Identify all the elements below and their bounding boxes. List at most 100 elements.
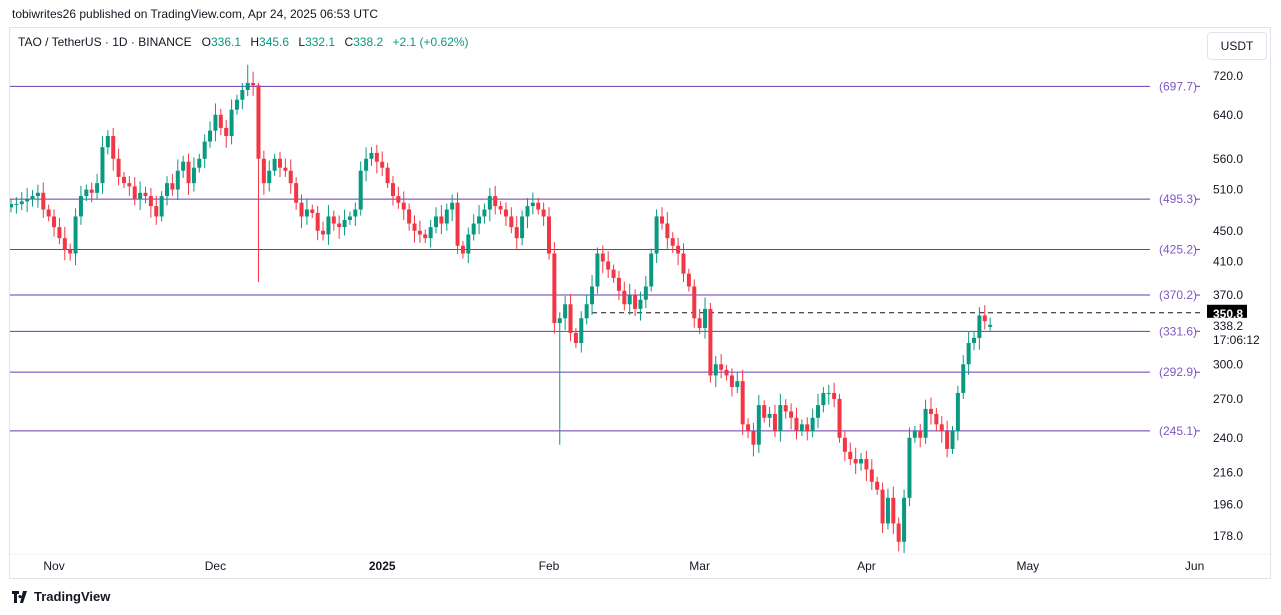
candle <box>783 399 788 419</box>
candle-body <box>794 417 799 431</box>
candle <box>708 302 713 383</box>
candle <box>853 447 858 475</box>
candle <box>19 192 24 211</box>
candle-body <box>288 170 293 184</box>
candle-body <box>482 209 487 217</box>
candle-body <box>584 304 589 319</box>
candle-body <box>213 114 218 131</box>
candle-body <box>869 469 874 482</box>
candle <box>466 227 471 263</box>
candle <box>288 159 293 194</box>
candle-body <box>703 308 708 328</box>
candle <box>434 207 439 234</box>
candle-body <box>659 216 664 224</box>
candle <box>928 397 933 425</box>
candle <box>756 394 761 454</box>
candle-body <box>853 459 858 464</box>
candle <box>154 195 159 225</box>
candle <box>455 192 460 255</box>
change-value: +2.1 (+0.62%) <box>392 35 469 49</box>
candle-body <box>337 223 342 228</box>
x-tick-label: 2025 <box>369 559 396 573</box>
candle-body <box>880 489 885 524</box>
candle-body <box>988 324 993 327</box>
candle <box>450 194 455 222</box>
candle-body <box>374 152 379 162</box>
candle <box>30 190 35 207</box>
candle <box>659 207 664 230</box>
candle <box>934 407 939 432</box>
candle <box>143 186 148 204</box>
candle-body <box>197 158 202 168</box>
candle-body <box>14 204 19 206</box>
candle <box>595 247 600 294</box>
y-tick-label: 300.0 <box>1213 357 1243 371</box>
candle <box>584 295 589 325</box>
symbol-name[interactable]: TAO / TetherUS · 1D · BINANCE <box>18 35 192 49</box>
candle <box>842 430 847 462</box>
candle <box>439 205 444 235</box>
candle <box>57 217 62 245</box>
candle-body <box>708 308 713 376</box>
candle-body <box>434 216 439 228</box>
dashed-level-tag-label: 350.8 <box>1213 307 1243 321</box>
candle-body <box>460 245 465 254</box>
candle <box>713 356 718 388</box>
candle-body <box>159 196 164 217</box>
candle <box>14 197 19 214</box>
candle <box>385 162 390 189</box>
candle <box>390 176 395 206</box>
candle-body <box>514 227 519 239</box>
candle <box>514 215 519 249</box>
candle-body <box>428 227 433 239</box>
candle <box>493 185 498 215</box>
candle <box>832 382 837 408</box>
candle-body <box>955 392 960 431</box>
candle <box>89 182 94 203</box>
candle-body <box>616 277 621 291</box>
candle <box>73 208 78 266</box>
candle <box>955 385 960 441</box>
candle <box>622 281 627 311</box>
candle <box>272 153 277 176</box>
candle <box>165 176 170 206</box>
candle <box>197 153 202 173</box>
candle-body <box>116 158 121 177</box>
candle-body <box>10 204 13 208</box>
candle <box>283 158 288 177</box>
candle <box>590 275 595 315</box>
footer-brand[interactable]: TradingView <box>12 589 110 604</box>
candle <box>568 293 573 342</box>
candle <box>627 283 632 315</box>
candle <box>331 210 336 231</box>
currency-button[interactable]: USDT <box>1207 32 1267 60</box>
candle <box>616 270 621 301</box>
candle-body <box>810 417 815 431</box>
candle-body <box>170 183 175 190</box>
candle <box>885 488 890 530</box>
candle <box>396 186 401 209</box>
candle-body <box>25 199 30 202</box>
candle <box>105 130 110 155</box>
candle-body <box>509 216 514 228</box>
candle-body <box>832 392 837 399</box>
candle-body <box>676 245 681 254</box>
candle-body <box>573 332 578 344</box>
candle-body <box>234 99 239 110</box>
candle-body <box>627 295 632 305</box>
candle <box>573 328 578 349</box>
candle <box>810 408 815 438</box>
candle-body <box>444 209 449 224</box>
candle <box>794 407 799 440</box>
candle-body <box>595 253 600 287</box>
candle-body <box>138 192 143 200</box>
candle-body <box>261 158 266 184</box>
x-tick-label: Feb <box>539 559 560 573</box>
candle-body <box>30 196 35 200</box>
candle <box>132 177 137 206</box>
candle <box>988 317 993 331</box>
candle <box>536 197 541 215</box>
candle <box>606 251 611 278</box>
candle <box>477 205 482 235</box>
